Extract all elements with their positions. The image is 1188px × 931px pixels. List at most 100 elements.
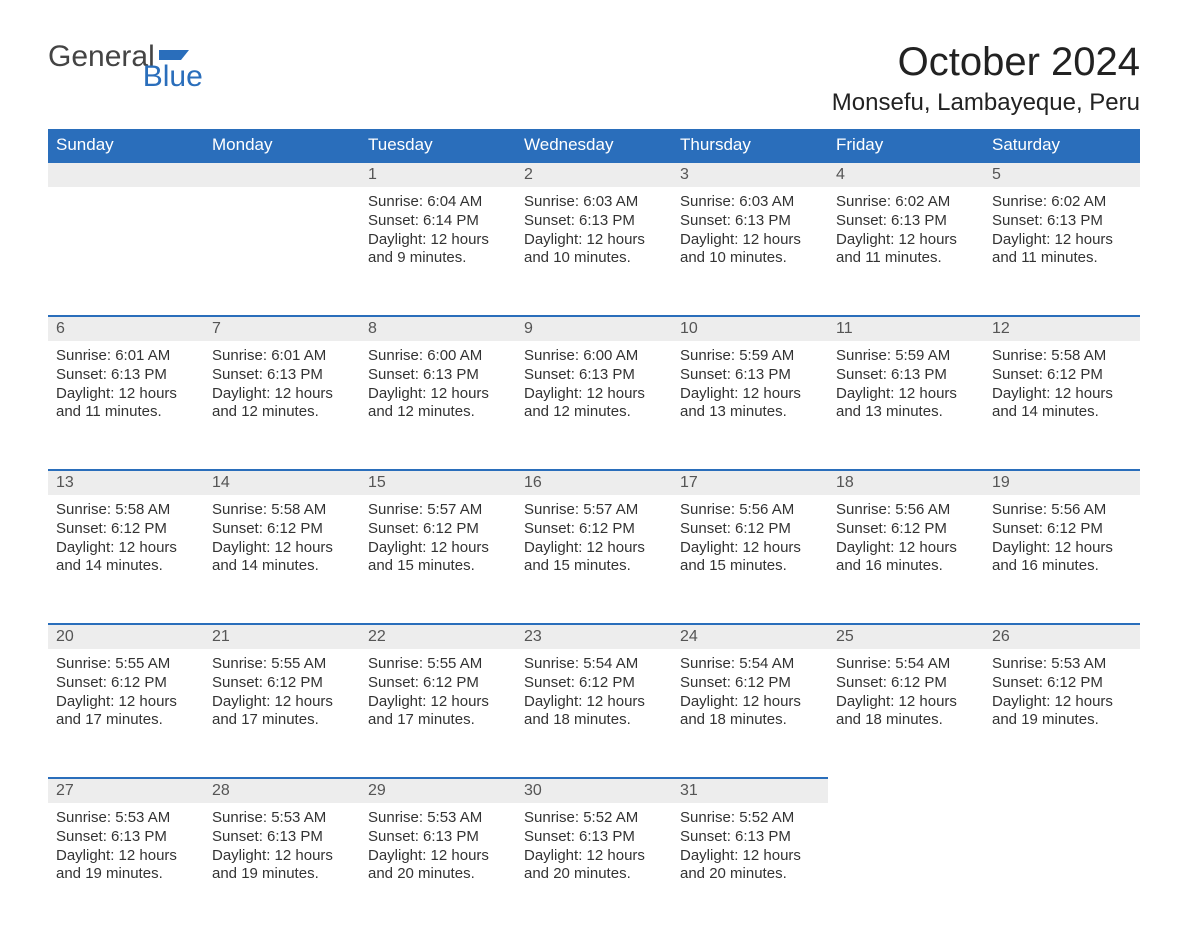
day-number: 5 [984,161,1140,187]
day-daylight1: Daylight: 12 hours [992,231,1132,250]
day-sunset: Sunset: 6:12 PM [836,520,976,539]
day-cell: Sunrise: 5:57 AMSunset: 6:12 PMDaylight:… [516,495,672,594]
day-number: 26 [984,623,1140,649]
day-daylight1: Daylight: 12 hours [212,693,352,712]
day-cell: Sunrise: 5:54 AMSunset: 6:12 PMDaylight:… [516,649,672,748]
day-sunrise: Sunrise: 5:56 AM [836,501,976,520]
day-cell: Sunrise: 5:55 AMSunset: 6:12 PMDaylight:… [360,649,516,748]
day-daylight1: Daylight: 12 hours [368,693,508,712]
day-daylight2: and 17 minutes. [212,711,352,730]
day-sunset: Sunset: 6:13 PM [836,366,976,385]
day-sunset: Sunset: 6:13 PM [524,828,664,847]
day-sunset: Sunset: 6:13 PM [368,828,508,847]
day-daylight2: and 14 minutes. [56,557,196,576]
day-number: 20 [48,623,204,649]
day-daylight2: and 10 minutes. [680,249,820,268]
day-sunrise: Sunrise: 5:53 AM [368,809,508,828]
day-daylight1: Daylight: 12 hours [56,847,196,866]
day-sunset: Sunset: 6:13 PM [212,366,352,385]
day-sunrise: Sunrise: 5:56 AM [992,501,1132,520]
day-sunset: Sunset: 6:12 PM [680,674,820,693]
day-number: 2 [516,161,672,187]
day-cell: Sunrise: 6:03 AMSunset: 6:13 PMDaylight:… [672,187,828,286]
day-sunrise: Sunrise: 6:02 AM [836,193,976,212]
brand-logo: General Blue [48,40,251,74]
calendar-daynum-row: 20212223242526 [48,623,1140,649]
day-cell: Sunrise: 5:56 AMSunset: 6:12 PMDaylight:… [672,495,828,594]
day-daylight2: and 20 minutes. [680,865,820,884]
day-sunset: Sunset: 6:12 PM [368,674,508,693]
day-daylight1: Daylight: 12 hours [212,847,352,866]
day-daylight1: Daylight: 12 hours [212,539,352,558]
page-subtitle: Monsefu, Lambayeque, Peru [48,89,1140,117]
day-sunrise: Sunrise: 5:54 AM [524,655,664,674]
day-cell: Sunrise: 6:01 AMSunset: 6:13 PMDaylight:… [48,341,204,440]
day-cell: Sunrise: 5:56 AMSunset: 6:12 PMDaylight:… [984,495,1140,594]
day-daylight1: Daylight: 12 hours [992,539,1132,558]
day-cell: Sunrise: 5:58 AMSunset: 6:12 PMDaylight:… [48,495,204,594]
day-sunset: Sunset: 6:13 PM [680,212,820,231]
day-number: 11 [828,315,984,341]
day-sunset: Sunset: 6:12 PM [836,674,976,693]
day-daylight2: and 18 minutes. [524,711,664,730]
day-number: 10 [672,315,828,341]
day-sunrise: Sunrise: 5:53 AM [56,809,196,828]
day-sunrise: Sunrise: 5:55 AM [368,655,508,674]
day-cell: Sunrise: 6:01 AMSunset: 6:13 PMDaylight:… [204,341,360,440]
day-daylight1: Daylight: 12 hours [680,231,820,250]
day-number: 15 [360,469,516,495]
day-cell: Sunrise: 5:52 AMSunset: 6:13 PMDaylight:… [516,803,672,902]
day-sunrise: Sunrise: 6:00 AM [524,347,664,366]
day-daylight1: Daylight: 12 hours [836,539,976,558]
weekday-header: Friday [828,129,984,161]
day-daylight1: Daylight: 12 hours [836,231,976,250]
day-sunset: Sunset: 6:13 PM [524,366,664,385]
day-sunrise: Sunrise: 5:58 AM [212,501,352,520]
day-cell: Sunrise: 5:54 AMSunset: 6:12 PMDaylight:… [672,649,828,748]
day-daylight2: and 18 minutes. [836,711,976,730]
day-sunset: Sunset: 6:13 PM [368,366,508,385]
day-sunset: Sunset: 6:14 PM [368,212,508,231]
day-daylight1: Daylight: 12 hours [56,693,196,712]
calendar-table: SundayMondayTuesdayWednesdayThursdayFrid… [48,129,1140,931]
day-sunset: Sunset: 6:13 PM [524,212,664,231]
calendar-daynum-row: 13141516171819 [48,469,1140,495]
day-daylight2: and 11 minutes. [836,249,976,268]
day-cell: Sunrise: 5:59 AMSunset: 6:13 PMDaylight:… [828,341,984,440]
day-daylight1: Daylight: 12 hours [680,385,820,404]
calendar-daynum-row: 12345 [48,161,1140,187]
day-sunset: Sunset: 6:13 PM [212,828,352,847]
weekday-header: Monday [204,129,360,161]
day-daylight2: and 15 minutes. [680,557,820,576]
day-number: 24 [672,623,828,649]
day-daylight2: and 12 minutes. [368,403,508,422]
calendar-body-row: Sunrise: 6:01 AMSunset: 6:13 PMDaylight:… [48,341,1140,469]
day-number: 8 [360,315,516,341]
day-cell: Sunrise: 6:04 AMSunset: 6:14 PMDaylight:… [360,187,516,286]
day-sunset: Sunset: 6:13 PM [56,366,196,385]
day-cell: Sunrise: 6:02 AMSunset: 6:13 PMDaylight:… [984,187,1140,286]
day-number: 13 [48,469,204,495]
day-daylight2: and 17 minutes. [56,711,196,730]
day-sunrise: Sunrise: 5:57 AM [368,501,508,520]
day-daylight2: and 18 minutes. [680,711,820,730]
day-daylight1: Daylight: 12 hours [680,539,820,558]
day-cell: Sunrise: 6:00 AMSunset: 6:13 PMDaylight:… [516,341,672,440]
day-cell: Sunrise: 5:53 AMSunset: 6:13 PMDaylight:… [360,803,516,902]
day-sunrise: Sunrise: 5:58 AM [992,347,1132,366]
day-daylight2: and 11 minutes. [56,403,196,422]
day-sunset: Sunset: 6:12 PM [212,520,352,539]
day-daylight2: and 12 minutes. [524,403,664,422]
day-sunrise: Sunrise: 6:03 AM [680,193,820,212]
calendar-body-row: Sunrise: 6:04 AMSunset: 6:14 PMDaylight:… [48,187,1140,315]
day-sunset: Sunset: 6:13 PM [56,828,196,847]
day-number: 19 [984,469,1140,495]
day-daylight1: Daylight: 12 hours [56,539,196,558]
day-sunset: Sunset: 6:12 PM [992,366,1132,385]
day-daylight2: and 12 minutes. [212,403,352,422]
day-number [48,161,204,187]
day-number [204,161,360,187]
day-daylight1: Daylight: 12 hours [836,385,976,404]
day-sunrise: Sunrise: 5:53 AM [992,655,1132,674]
day-daylight1: Daylight: 12 hours [368,539,508,558]
